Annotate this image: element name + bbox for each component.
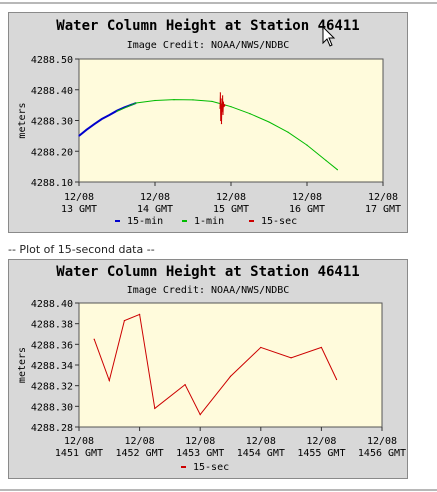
x-tick-time: 15 GMT [213, 204, 249, 215]
data-point [230, 106, 232, 108]
data-point [135, 102, 137, 104]
x-tick-time: 14 GMT [137, 204, 173, 215]
legend-label: 15-sec [261, 216, 297, 227]
x-tick-time: 16 GMT [289, 204, 325, 215]
data-point [260, 346, 262, 349]
x-tick-time: 1452 GMT [116, 448, 164, 459]
y-tick-label: 4288.34 [31, 361, 73, 372]
data-point [116, 110, 118, 112]
y-tick-label: 4288.30 [31, 117, 73, 128]
y-tick-label: 4288.38 [31, 320, 73, 331]
data-point [220, 122, 223, 125]
x-tick-date: 12/08 [140, 192, 170, 203]
y-tick-label: 4288.50 [31, 55, 73, 66]
chart-subtitle: Image Credit: NOAA/NWS/NDBC [127, 285, 290, 296]
x-tick-time: 1451 GMT [55, 448, 103, 459]
section-note: -- Plot of 15-second data -- [8, 243, 155, 256]
chart-1: Water Column Height at Station 46411 Imag… [17, 18, 401, 227]
y-axis-label: meters [17, 102, 28, 138]
data-point [93, 338, 95, 340]
data-point [336, 169, 338, 171]
x-tick-time: 17 GMT [365, 204, 401, 215]
x-tick-date: 12/08 [367, 436, 397, 447]
y-tick-label: 4288.20 [31, 147, 73, 158]
x-tick-time: 1455 GMT [297, 448, 345, 459]
data-point [222, 113, 224, 115]
y-tick-label: 4288.40 [31, 299, 73, 310]
data-point [249, 113, 251, 115]
data-point [199, 414, 201, 416]
x-tick-date: 12/08 [185, 436, 215, 447]
y-axis-label: meters [17, 347, 28, 383]
y-tick-label: 4288.10 [31, 178, 73, 189]
plot-area [78, 302, 383, 428]
x-tick-date: 12/08 [368, 192, 398, 203]
data-point [154, 407, 156, 409]
mouse-pointer-icon [322, 26, 336, 47]
top-divider [0, 2, 437, 4]
data-point [211, 100, 213, 103]
data-point [224, 104, 226, 106]
series-line-1-min [116, 99, 338, 171]
data-point [222, 101, 224, 103]
data-point [325, 159, 327, 162]
data-point [123, 319, 126, 322]
chart-title: Water Column Height at Station 46411 [56, 18, 359, 34]
series-line-15-sec [93, 313, 338, 416]
y-tick-label: 4288.28 [31, 423, 73, 434]
data-point [101, 118, 103, 120]
x-tick-date: 12/08 [292, 192, 322, 203]
data-point [221, 110, 223, 112]
x-tick-time: 1453 GMT [176, 448, 224, 459]
x-tick-time: 1456 GMT [358, 448, 406, 459]
y-tick-label: 4288.30 [31, 402, 73, 413]
data-point [184, 384, 186, 386]
data-point [221, 104, 223, 106]
data-point [219, 107, 221, 109]
data-point [306, 144, 308, 146]
chart-panel-1: Water Column Height at Station 46411 Imag… [8, 12, 408, 233]
data-point [220, 119, 222, 122]
data-point [320, 346, 322, 349]
legend-label: 1-min [194, 216, 224, 227]
chart-2: Water Column Height at Station 46411 Imag… [17, 264, 406, 473]
data-point [192, 99, 194, 101]
data-point [78, 135, 80, 137]
data-point [93, 123, 95, 125]
x-tick-date: 12/08 [64, 192, 94, 203]
x-tick-time: 13 GMT [61, 204, 97, 215]
data-point [108, 379, 110, 382]
x-tick-date: 12/08 [306, 436, 336, 447]
data-point [229, 375, 232, 377]
y-tick-label: 4288.32 [31, 382, 73, 393]
data-point [290, 357, 292, 359]
data-point [220, 98, 222, 100]
x-tick-date: 12/08 [125, 436, 155, 447]
data-point [268, 121, 270, 123]
data-point [173, 98, 175, 101]
x-tick-date: 12/08 [216, 192, 246, 203]
x-tick-time: 1454 GMT [237, 448, 285, 459]
y-tick-label: 4288.40 [31, 86, 73, 97]
data-point [219, 92, 221, 94]
chart-title: Water Column Height at Station 46411 [56, 264, 359, 280]
legend-label: 15-sec [193, 462, 229, 473]
x-tick-date: 12/08 [64, 436, 94, 447]
data-point [86, 129, 88, 131]
data-point [222, 95, 224, 97]
plot-area [78, 58, 384, 183]
data-point [287, 131, 289, 133]
data-point [223, 106, 225, 108]
legend-label: 15-min [127, 216, 163, 227]
bottom-divider [0, 489, 437, 491]
data-point [335, 378, 338, 381]
data-point [139, 313, 141, 315]
y-tick-label: 4288.36 [31, 340, 73, 351]
data-point [108, 114, 110, 116]
x-tick-date: 12/08 [246, 436, 276, 447]
chart-subtitle: Image Credit: NOAA/NWS/NDBC [127, 40, 290, 51]
data-point [154, 99, 156, 102]
chart-panel-2: Water Column Height at Station 46411 Imag… [8, 259, 408, 479]
